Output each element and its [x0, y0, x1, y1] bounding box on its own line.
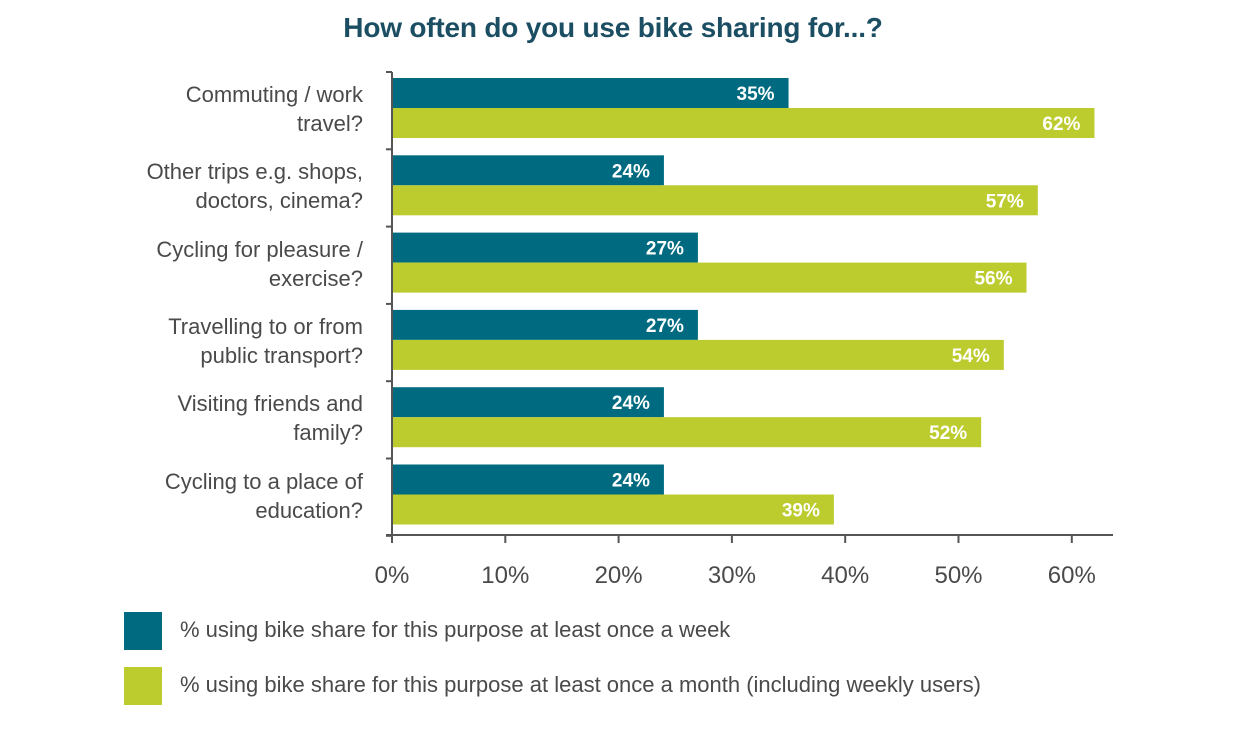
category-label-line: Commuting / work [185, 82, 363, 107]
data-label: 24% [612, 471, 650, 492]
x-tick-label: 20% [595, 562, 643, 589]
bar-weekly [392, 309, 698, 340]
category-label-line: Other trips e.g. shops, [146, 159, 363, 185]
category-label-line: doctors, cinema? [195, 188, 363, 214]
legend-swatch [124, 612, 162, 650]
bar-weekly [392, 387, 664, 418]
legend-label: % using bike share for this purpose at l… [180, 617, 731, 642]
category-label-line: education? [255, 497, 363, 523]
bar-monthly [392, 494, 834, 525]
category-label-line: Visiting friends and [177, 391, 364, 417]
category-label-line: public transport? [200, 342, 363, 368]
data-label: 24% [612, 161, 650, 182]
data-label: 39% [782, 501, 820, 522]
category-label-line: Travelling to or from [168, 313, 363, 339]
bar-monthly [392, 417, 982, 448]
x-tick-label: 30% [708, 562, 756, 589]
data-label: 57% [986, 191, 1024, 212]
data-label: 27% [646, 239, 684, 260]
data-label: 24% [612, 393, 650, 414]
x-tick-label: 40% [821, 562, 869, 589]
data-label: 35% [737, 84, 775, 105]
data-label: 52% [929, 423, 967, 444]
bar-monthly [392, 262, 1027, 293]
legend-label: % using bike share for this purpose at l… [180, 672, 981, 697]
x-tick-label: 10% [481, 562, 529, 589]
x-tick-label: 60% [1048, 562, 1096, 589]
data-label: 62% [1042, 114, 1080, 135]
bar-monthly [392, 339, 1004, 370]
data-label: 27% [646, 316, 684, 337]
category-label: Visiting friends and family? [43, 389, 364, 447]
category-label-line: exercise? [268, 265, 363, 291]
legend-swatch [124, 667, 162, 705]
bar-weekly [392, 464, 664, 495]
category-label: Cycling to a place of education? [43, 467, 363, 525]
x-tick-label: 0% [375, 562, 410, 589]
data-label: 54% [952, 346, 990, 367]
bar-weekly [392, 78, 789, 108]
category-label: Commuting / work travel? [43, 80, 363, 138]
x-tick-label: 50% [934, 562, 982, 589]
category-label: Travelling to or from public transport? [43, 312, 363, 370]
category-label-line: travel? [296, 111, 363, 136]
bar-weekly [392, 155, 664, 186]
bar-monthly [392, 108, 1095, 138]
bar-weekly [392, 232, 698, 263]
chart-title: How often do you use bike sharing for...… [343, 12, 883, 43]
category-label-line: Cycling for pleasure / [156, 236, 363, 262]
data-label: 56% [974, 269, 1012, 290]
category-label-line: Cycling to a place of [164, 468, 363, 494]
category-label-line: family? [293, 420, 363, 446]
bar-monthly [392, 185, 1038, 216]
category-label: Cycling for pleasure / exercise? [43, 235, 363, 293]
category-label: Other trips e.g. shops, doctors, cinema? [43, 157, 363, 215]
